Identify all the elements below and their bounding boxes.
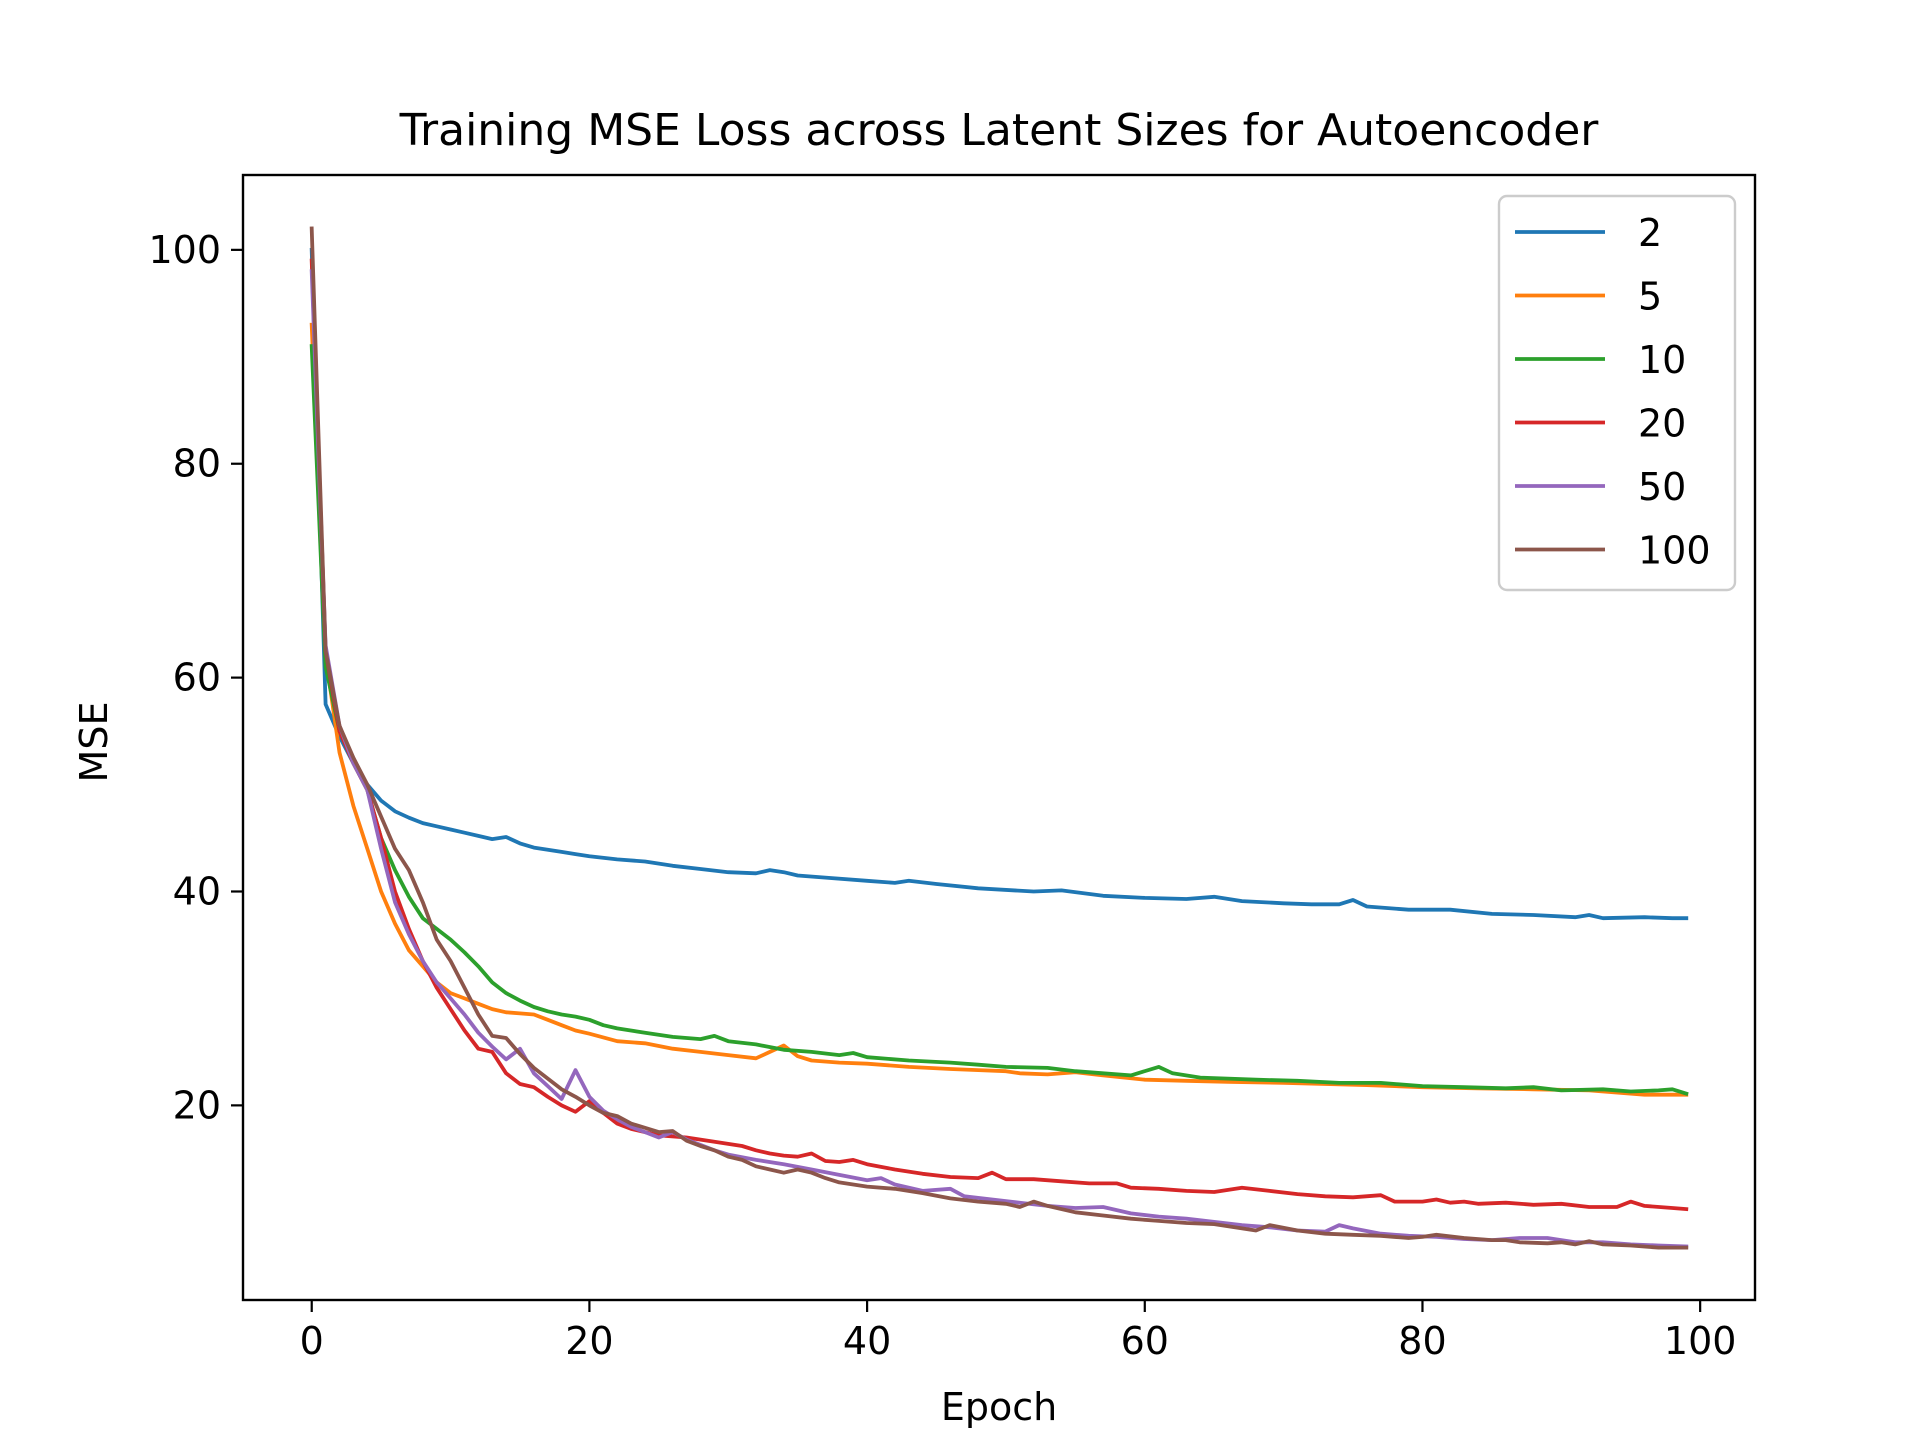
legend-label-5: 5 [1638,275,1662,319]
y-tick-label: 20 [173,1083,221,1127]
x-tick-label: 20 [565,1319,613,1363]
chart-title: Training MSE Loss across Latent Sizes fo… [399,105,1600,156]
y-tick-label: 80 [173,442,221,486]
x-tick-label: 40 [843,1319,891,1363]
y-tick-label: 60 [173,656,221,700]
legend-label-100: 100 [1638,529,1711,573]
legend-label-2: 2 [1638,211,1662,255]
legend-label-10: 10 [1638,338,1686,382]
plot-frame [241,173,1757,1302]
legend-label-20: 20 [1638,402,1686,446]
series-line-20 [309,258,1689,1212]
y-tick-label: 100 [148,228,221,272]
x-axis: 0 20 40 60 80 100 [300,1300,1737,1363]
series-layer [309,226,1689,1250]
legend: 2 5 10 20 50 100 [1497,194,1737,592]
x-tick-label: 100 [1664,1319,1737,1363]
legend-label-50: 50 [1638,465,1686,509]
x-tick-label: 0 [300,1319,324,1363]
series-line-10 [309,344,1689,1096]
y-axis: 20 40 60 80 100 [148,228,243,1127]
x-tick-label: 60 [1121,1319,1169,1363]
series-line-2 [309,247,1689,921]
x-axis-label: Epoch [941,1385,1057,1429]
y-tick-label: 40 [173,869,221,913]
y-axis-label: MSE [72,702,116,783]
x-tick-label: 80 [1398,1319,1446,1363]
series-line-100 [309,226,1689,1250]
series-line-50 [309,269,1689,1249]
